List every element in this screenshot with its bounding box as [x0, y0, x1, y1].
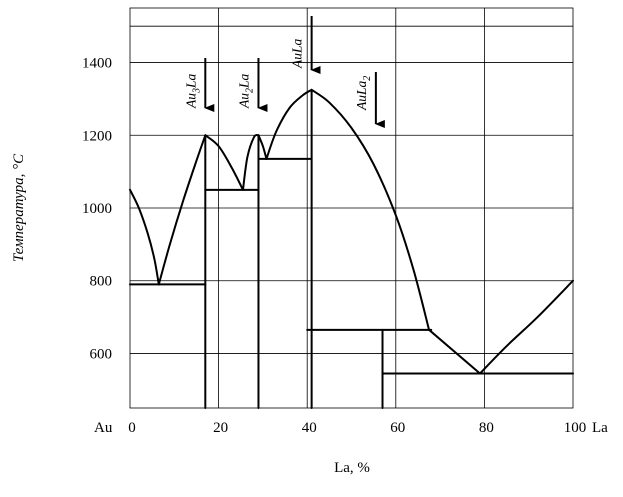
x-axis-label: La, %: [334, 460, 370, 476]
x-tick-label: 40: [302, 420, 317, 436]
liquidus-line: [478, 279, 574, 375]
liquidus-line: [204, 134, 244, 191]
x-tick-label: 80: [479, 420, 494, 436]
y-tick-label: 800: [90, 274, 113, 290]
x-tick-label: 60: [390, 420, 405, 436]
y-tick-label: 1000: [82, 201, 112, 217]
grid-lines: [129, 7, 574, 409]
compound-label: AuLa: [290, 38, 305, 69]
phase-lines: [129, 88, 574, 409]
liquidus-line: [310, 88, 431, 331]
liquidus-line: [265, 88, 313, 160]
liquidus-line: [257, 134, 268, 160]
y-tick-label: 1200: [82, 128, 112, 144]
compound-label: AuLa2: [354, 76, 373, 111]
x-tick-label: 20: [213, 420, 228, 436]
y-tick-label: 600: [90, 346, 113, 362]
y-axis-label: Температура, °С: [11, 153, 27, 262]
liquidus-line: [157, 134, 207, 286]
x-axis-left-label: Au: [94, 420, 113, 436]
x-axis-right-label: La: [592, 420, 608, 436]
liquidus-line: [428, 328, 481, 375]
y-tick-label: 1400: [82, 56, 112, 72]
tick-labels: 0 20 40 60 80 100 600 800 1000 1200 1400: [82, 56, 586, 436]
compound-label: Au3La: [183, 73, 202, 109]
x-tick-label: 100: [564, 420, 587, 436]
x-tick-label: 0: [128, 420, 136, 436]
liquidus-line: [129, 188, 160, 286]
compound-markers: Au3La Au2La AuLa AuLa2: [183, 16, 385, 128]
liquidus-line: [241, 133, 260, 191]
compound-label: Au2La: [236, 73, 255, 109]
